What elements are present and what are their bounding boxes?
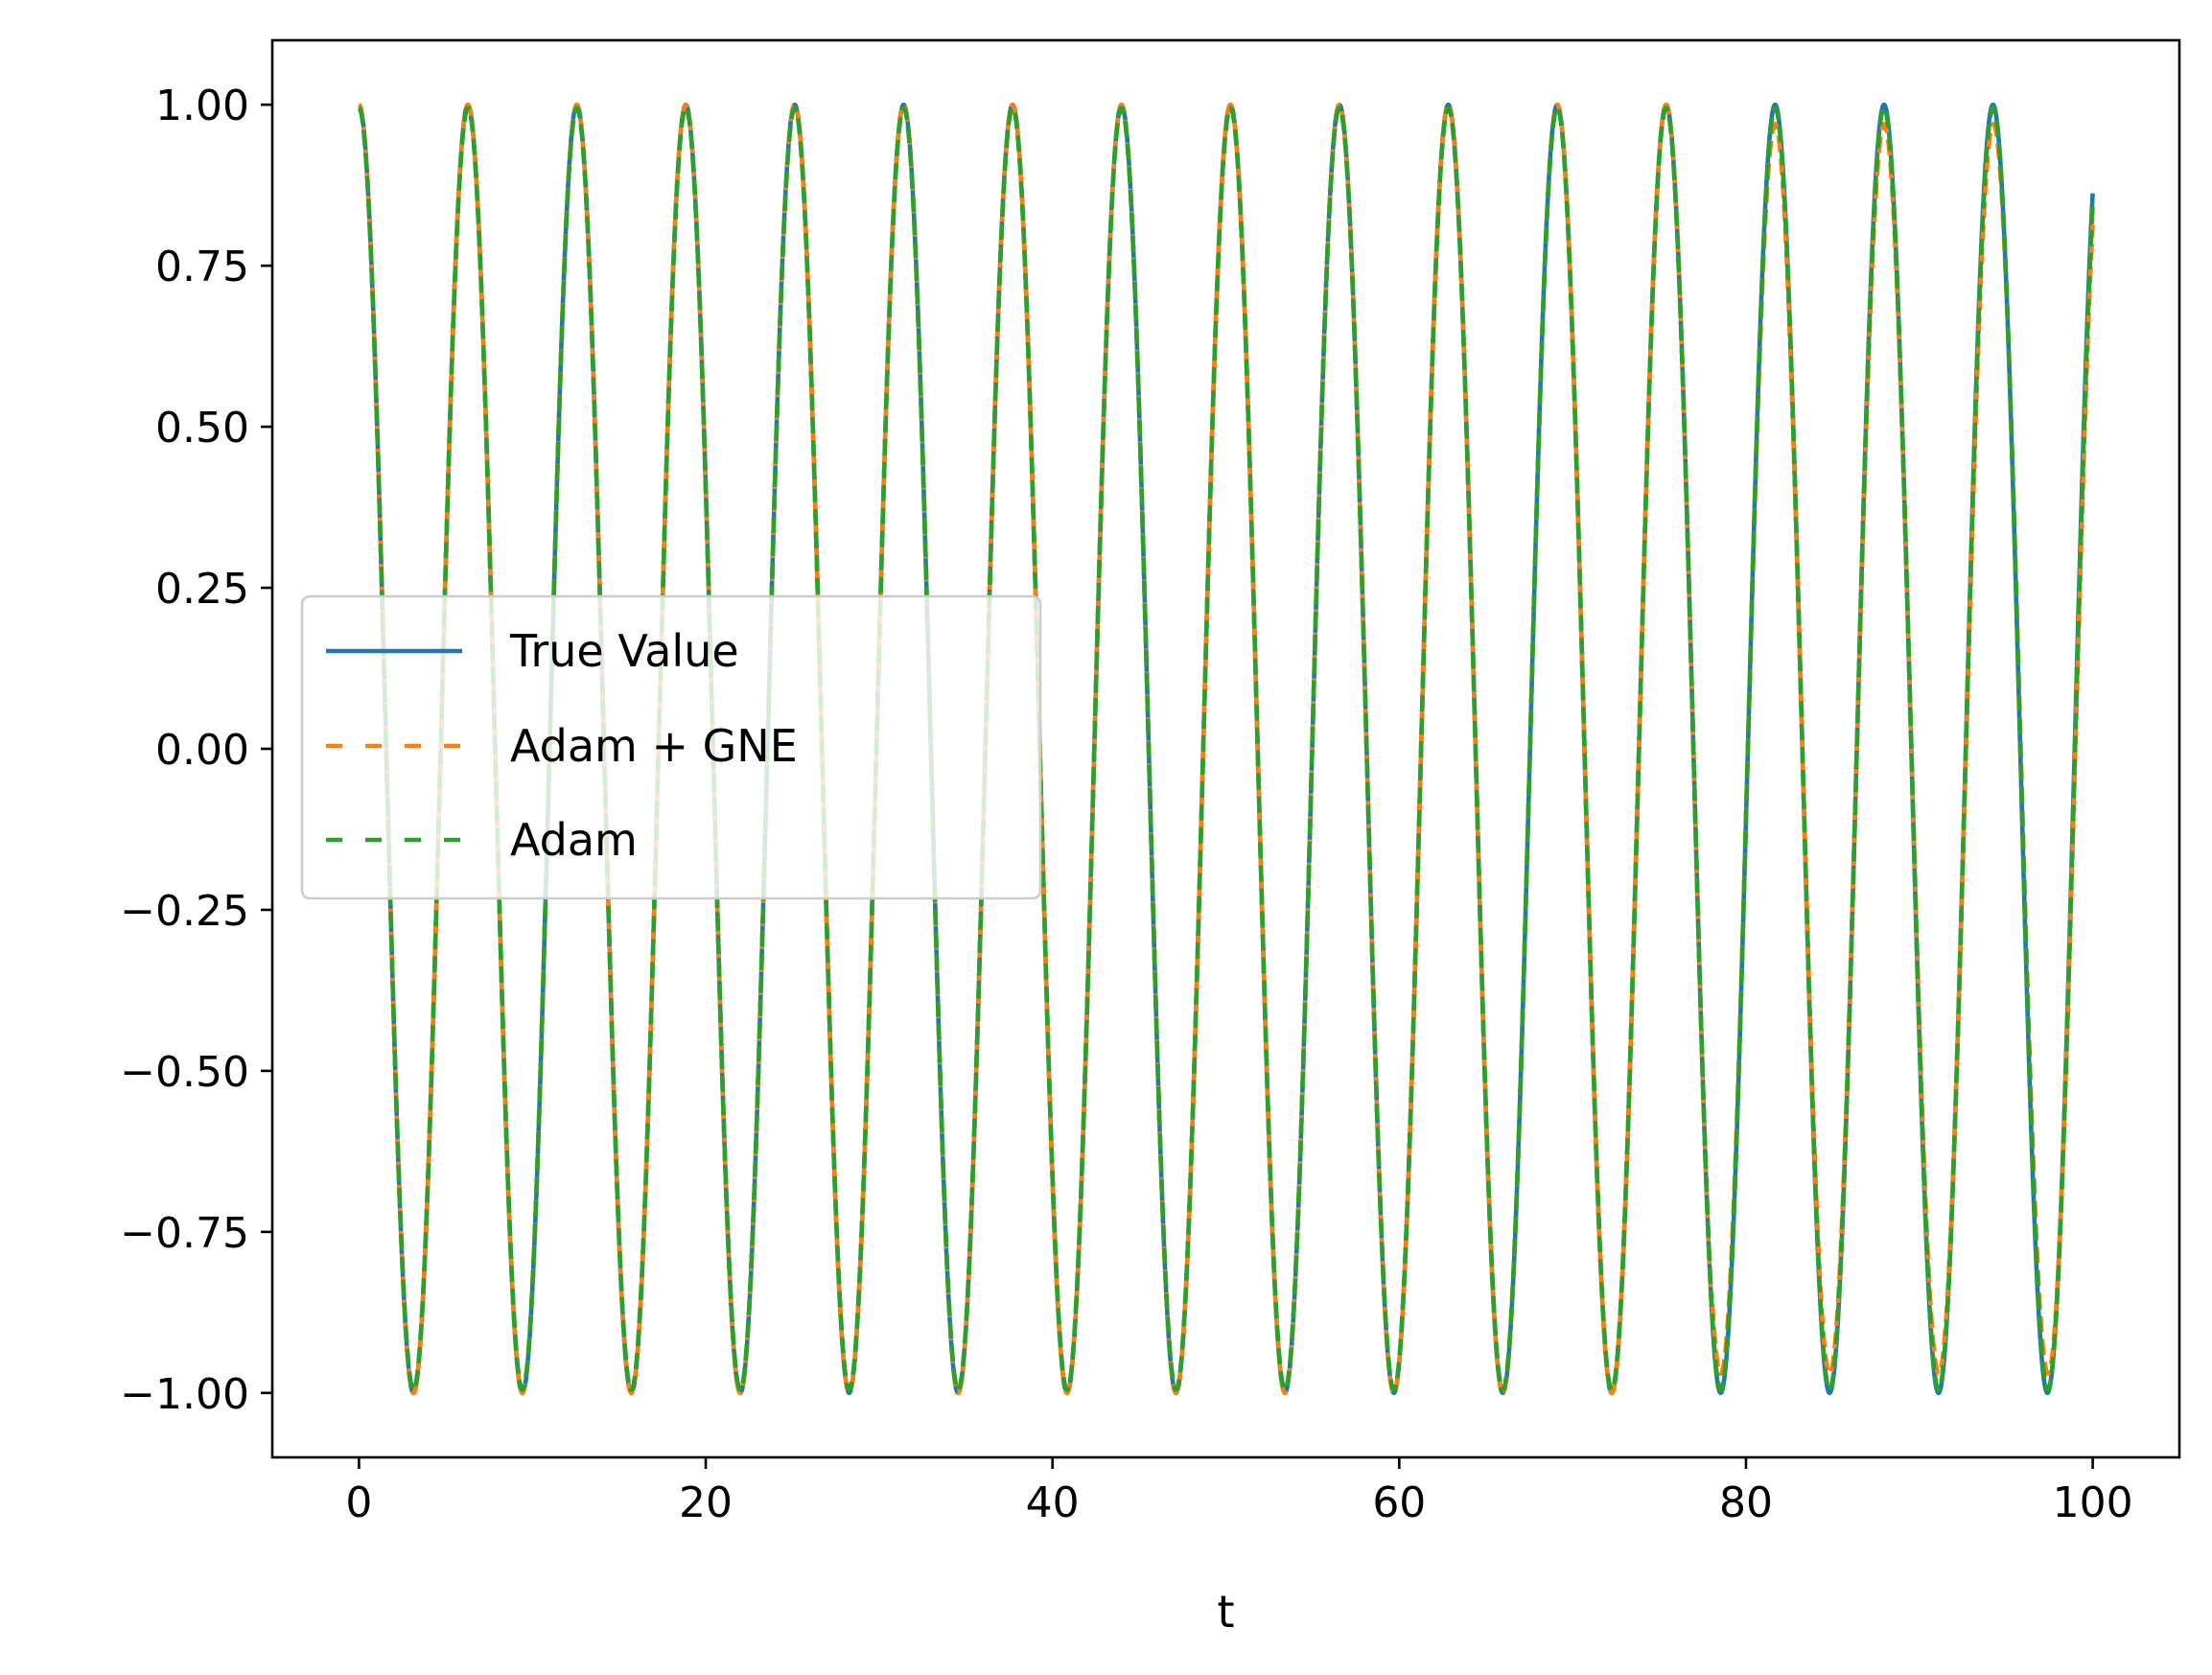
y-ticks: 1.00 0.75 0.50 0.25 0.00 −0.25 −0.50 −0.75 −1.00 bbox=[120, 81, 272, 1419]
legend-label: Adam + GNE bbox=[510, 720, 798, 772]
y-tick-label: −1.00 bbox=[120, 1370, 249, 1419]
y-tick-label: −0.50 bbox=[120, 1048, 249, 1097]
legend-label: True Value bbox=[509, 625, 739, 677]
x-tick-label: 80 bbox=[1719, 1478, 1773, 1527]
x-ticks: 0 20 40 60 80 100 bbox=[345, 1457, 2133, 1527]
legend-box bbox=[300, 594, 1042, 900]
x-tick-label: 100 bbox=[2053, 1478, 2133, 1527]
x-tick-label: 60 bbox=[1372, 1478, 1426, 1527]
y-tick-label: −0.75 bbox=[120, 1209, 249, 1258]
y-tick-label: 0.75 bbox=[155, 243, 249, 291]
legend-label: Adam bbox=[510, 814, 638, 866]
y-tick-label: 0.25 bbox=[155, 565, 249, 614]
legend: True Value Adam + GNE Adam bbox=[300, 594, 1042, 900]
series-line-adam bbox=[357, 105, 2095, 1392]
legend-items: True Value Adam + GNE Adam bbox=[326, 625, 798, 866]
series-layer bbox=[357, 102, 2095, 1396]
y-tick-label: 0.50 bbox=[155, 404, 249, 453]
x-tick-label: 0 bbox=[345, 1478, 372, 1527]
y-tick-label: −0.25 bbox=[120, 887, 249, 936]
y-tick-label: 1.00 bbox=[155, 81, 249, 130]
x-axis-label: t bbox=[1217, 1586, 1234, 1638]
y-tick-label: 0.00 bbox=[155, 726, 249, 775]
x-tick-label: 20 bbox=[679, 1478, 733, 1527]
x-tick-label: 40 bbox=[1026, 1478, 1080, 1527]
